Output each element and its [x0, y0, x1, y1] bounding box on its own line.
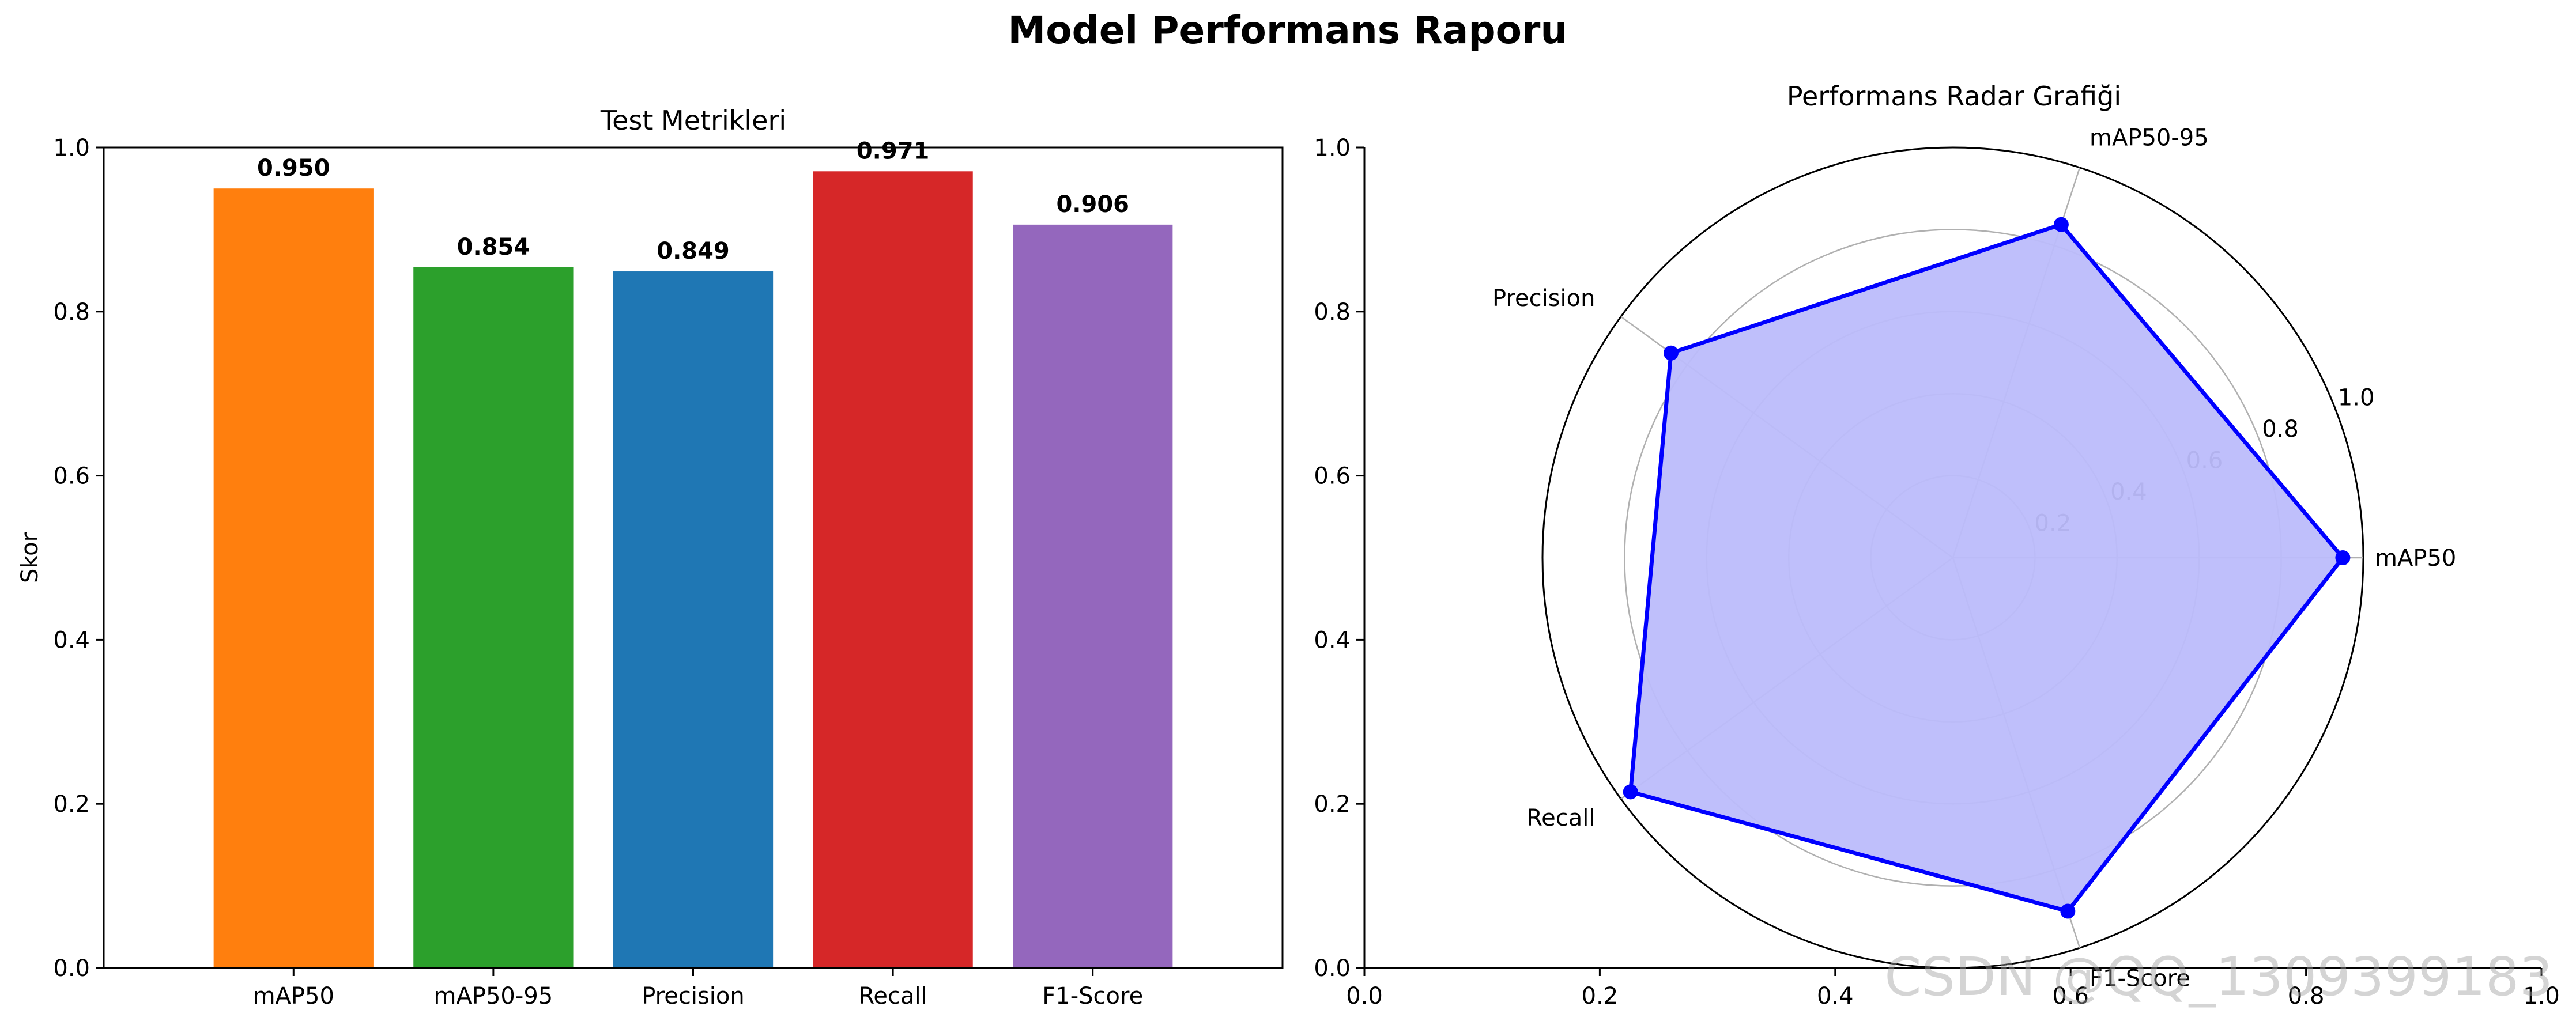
radar-cart-ytick-label: 0.8	[1314, 299, 1351, 326]
bar-recall	[813, 171, 973, 968]
radar-cart-ytick-label: 0.0	[1314, 955, 1351, 982]
bar-ytick-label: 0.0	[53, 955, 90, 982]
bar-ytick-label: 0.2	[53, 791, 90, 818]
bar-xtick-label: Precision	[642, 983, 744, 1009]
radar-cart-ytick-label: 0.2	[1314, 791, 1351, 818]
bar-f1-score	[1013, 224, 1173, 969]
bar-chart-plot-frame	[103, 146, 1284, 969]
bar-ytick-label: 1.0	[53, 135, 90, 161]
radar-axis-label: Precision	[1492, 285, 1595, 312]
bar-precision	[613, 271, 774, 969]
radar-chart-title: Performans Radar Grafiği	[1787, 81, 2121, 112]
bar-chart-panel: Test Metrikleri Skor 0.0 0.2 0.4 0.6 0.8 1.0 m…	[17, 105, 1284, 1009]
radar-cart-ytick-label: 1.0	[1314, 135, 1351, 161]
radar-point-precision	[1663, 345, 1679, 361]
radar-point-recall	[1623, 784, 1638, 800]
bar-value-label: 0.906	[1056, 191, 1129, 218]
radar-rtick-label: 1.0	[2338, 385, 2375, 411]
bar-value-label: 0.854	[457, 234, 530, 260]
radar-chart-panel: Performans Radar Grafiği 0.0 0.2 0.4 0.6 0.8…	[1314, 81, 2559, 1009]
figure-title: Model Performans Raporu	[1008, 8, 1568, 52]
radar-cart-xtick-label: 0.2	[1582, 983, 1619, 1009]
bar-map50-95	[413, 267, 574, 968]
radar-point-map50-95	[2053, 217, 2069, 232]
bar-xtick-label: Recall	[858, 983, 927, 1009]
radar-axis-label: F1-Score	[2090, 965, 2190, 992]
radar-point-map50	[2335, 550, 2351, 565]
radar-fill-area	[1630, 224, 2343, 911]
radar-series-line	[1628, 222, 2345, 913]
bar-chart-ylabel: Skor	[17, 532, 43, 583]
bar-ytick-label: 0.8	[53, 299, 90, 326]
bar-value-label: 0.971	[857, 138, 930, 164]
bar-ytick-label: 0.4	[53, 627, 90, 653]
radar-axis-label: mAP50	[2375, 545, 2456, 572]
radar-cart-xtick-label: 0.6	[2052, 983, 2089, 1009]
bar-map50	[213, 188, 374, 969]
radar-cart-xtick-label: 0.0	[1346, 983, 1383, 1009]
bar-xtick-label: F1-Score	[1042, 983, 1143, 1009]
bar-value-label: 0.849	[657, 238, 730, 264]
radar-cart-ytick-label: 0.4	[1314, 627, 1351, 653]
watermark: CSDN @QQ_1309399183	[1884, 946, 2553, 1008]
radar-cart-xtick-label: 0.8	[2288, 983, 2325, 1009]
radar-cart-xtick-label: 0.4	[1817, 983, 1854, 1009]
radar-point-f1-score	[2060, 903, 2076, 919]
bar-xtick-label: mAP50	[253, 983, 334, 1009]
bar-chart-title: Test Metrikleri	[600, 105, 786, 136]
radar-rtick-label: 0.8	[2262, 416, 2299, 442]
bar-ytick-label: 0.6	[53, 463, 90, 490]
bar-xtick-label: mAP50-95	[434, 983, 553, 1009]
radar-cart-ytick-label: 0.6	[1314, 463, 1351, 490]
bar-value-label: 0.950	[257, 155, 330, 181]
radar-cart-xtick-label: 1.0	[2523, 983, 2560, 1009]
radar-axis-label: mAP50-95	[2090, 125, 2209, 152]
radar-axis-label: Recall	[1526, 805, 1595, 831]
